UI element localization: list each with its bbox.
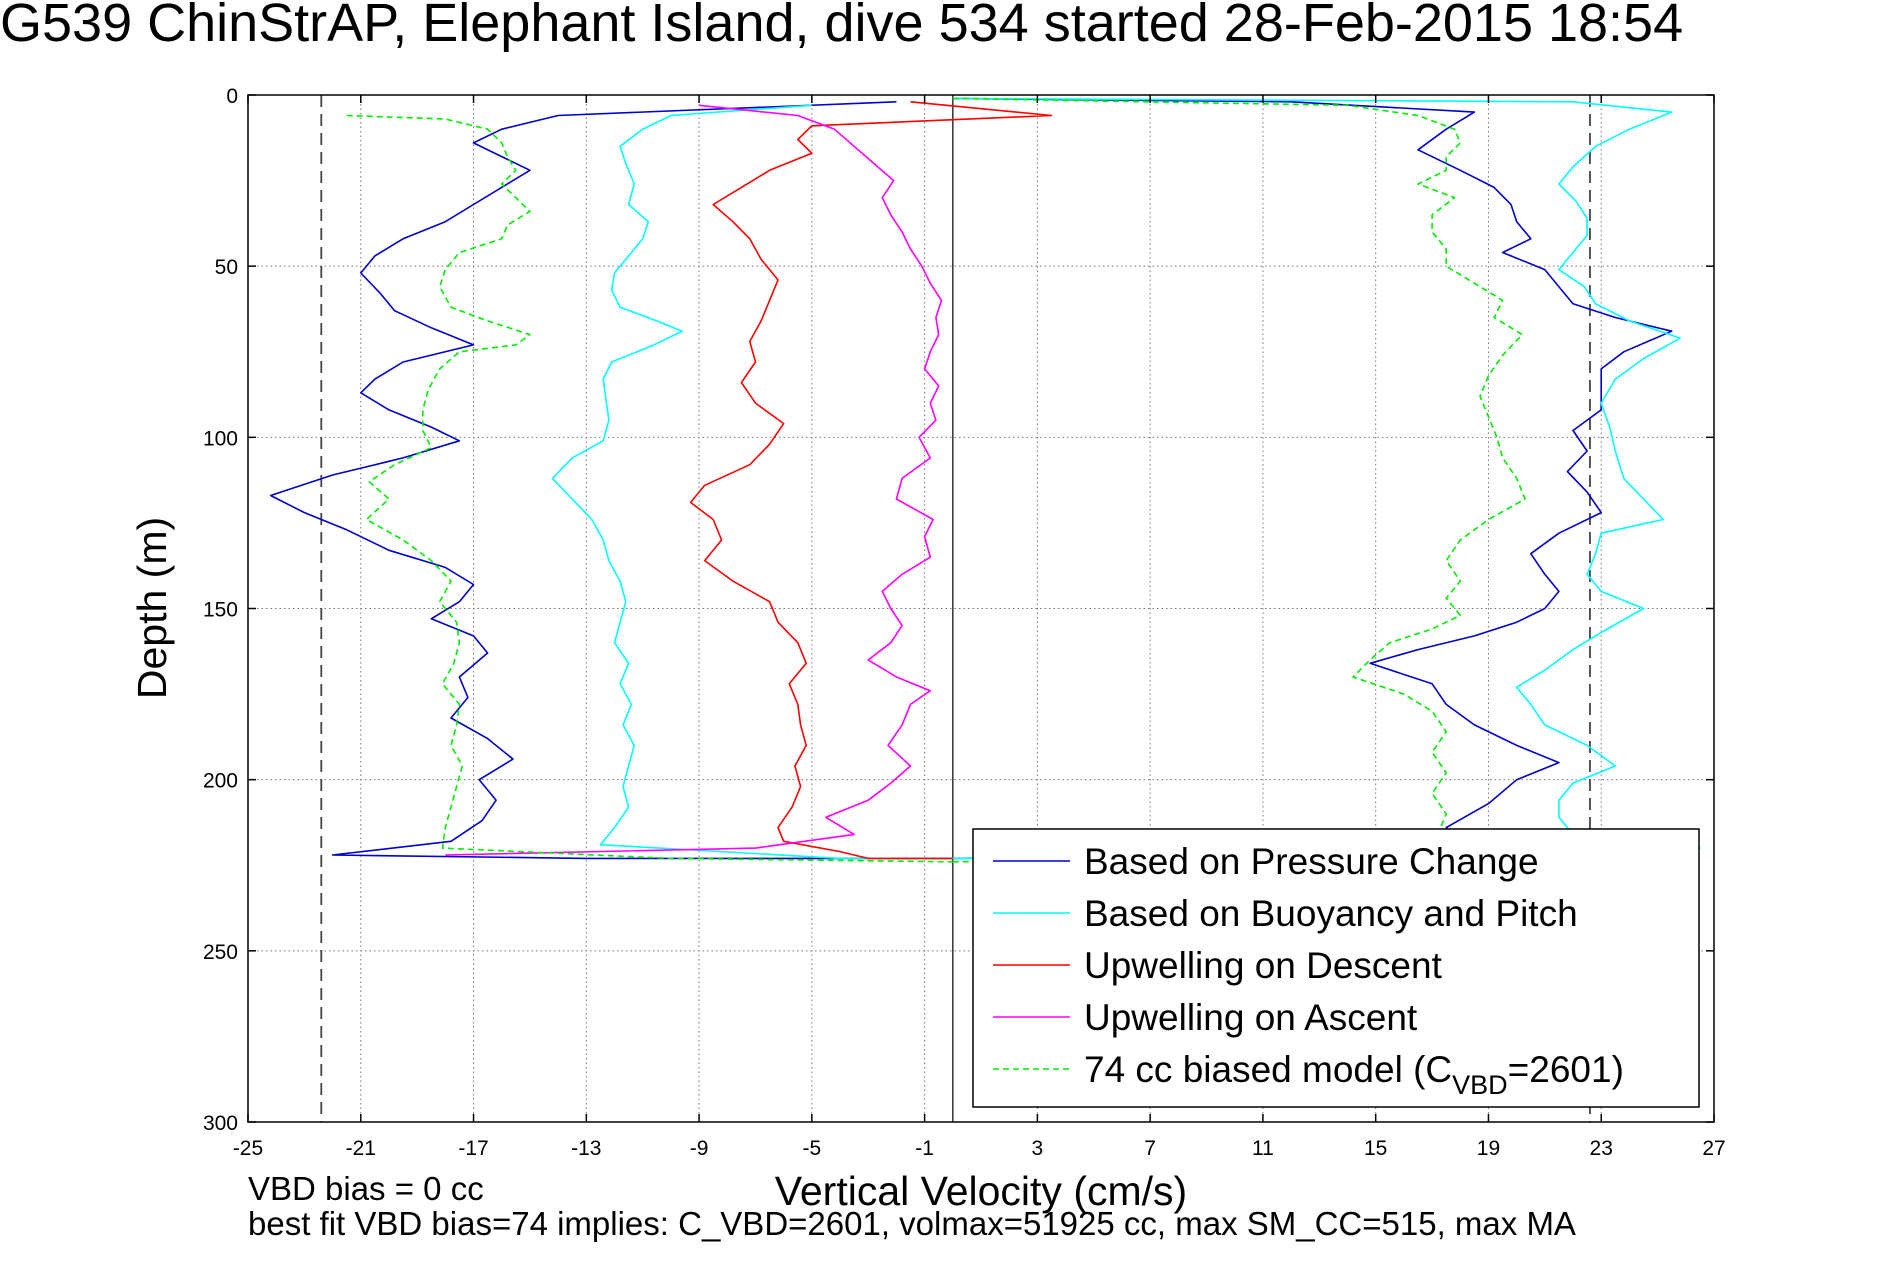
x-tick-label: -1 [915, 1137, 934, 1160]
series-line-ascent [445, 104, 943, 856]
y-axis: 0 50 100 150 200 250 300 [203, 85, 1714, 1135]
x-tick-label: -17 [458, 1137, 488, 1160]
legend-label: Upwelling on Ascent [1084, 997, 1418, 1038]
series-line-descent [689, 101, 1053, 860]
x-tick-label: 23 [1590, 1137, 1613, 1160]
x-tick-label: -9 [690, 1137, 709, 1160]
y-tick-label: 250 [203, 941, 238, 964]
legend-box [972, 828, 1700, 1108]
y-tick-label: 50 [215, 256, 238, 279]
legend-suffix: =2601) [1508, 1049, 1624, 1090]
y-tick-label: 0 [226, 85, 238, 108]
series-line-model [952, 97, 1526, 863]
x-axis-label: Vertical Velocity (cm/s) [775, 1168, 1187, 1214]
best-fit-note: best fit VBD bias=74 implies: C_VBD=2601… [248, 1205, 1576, 1242]
y-tick-label: 200 [203, 770, 238, 793]
x-tick-label: 7 [1144, 1137, 1156, 1160]
series-line-buoyancy [952, 97, 1701, 860]
y-axis-label: Depth (m) [129, 517, 175, 699]
y-tick-label: 100 [203, 427, 238, 450]
x-tick-label: 19 [1477, 1137, 1500, 1160]
x-tick-label: 3 [1032, 1137, 1044, 1160]
legend-subscript: VBD [1452, 1070, 1508, 1100]
x-tick-label: -13 [571, 1137, 601, 1160]
series-line-buoyancy [551, 104, 953, 860]
page-title: G539 ChinStrAP, Elephant Island, dive 53… [0, 0, 1684, 53]
x-axis: -25 -21 -17 -13 -9 -5 -1 3 7 11 15 19 23 27 [233, 95, 1726, 1160]
x-tick-label: -21 [346, 1137, 376, 1160]
legend-label: Based on Pressure Change [1084, 841, 1539, 882]
legend-label: Upwelling on Descent [1084, 945, 1443, 986]
x-tick-label: 15 [1364, 1137, 1387, 1160]
series-line-pressure [269, 101, 953, 860]
legend-label: Based on Buoyancy and Pitch [1084, 893, 1578, 934]
x-tick-label: 27 [1702, 1137, 1725, 1160]
series-group [269, 97, 1701, 863]
series-line-pressure [952, 97, 1673, 860]
x-tick-label: -25 [233, 1137, 263, 1160]
legend: Based on Pressure Change Based on Buoyanc… [972, 828, 1700, 1108]
series-line-model [346, 114, 953, 863]
x-tick-label: -5 [803, 1137, 822, 1160]
vbd-bias-note: VBD bias = 0 cc [248, 1170, 484, 1207]
y-tick-label: 150 [203, 599, 238, 622]
y-tick-label: 300 [203, 1112, 238, 1135]
x-tick-label: 11 [1252, 1137, 1274, 1160]
